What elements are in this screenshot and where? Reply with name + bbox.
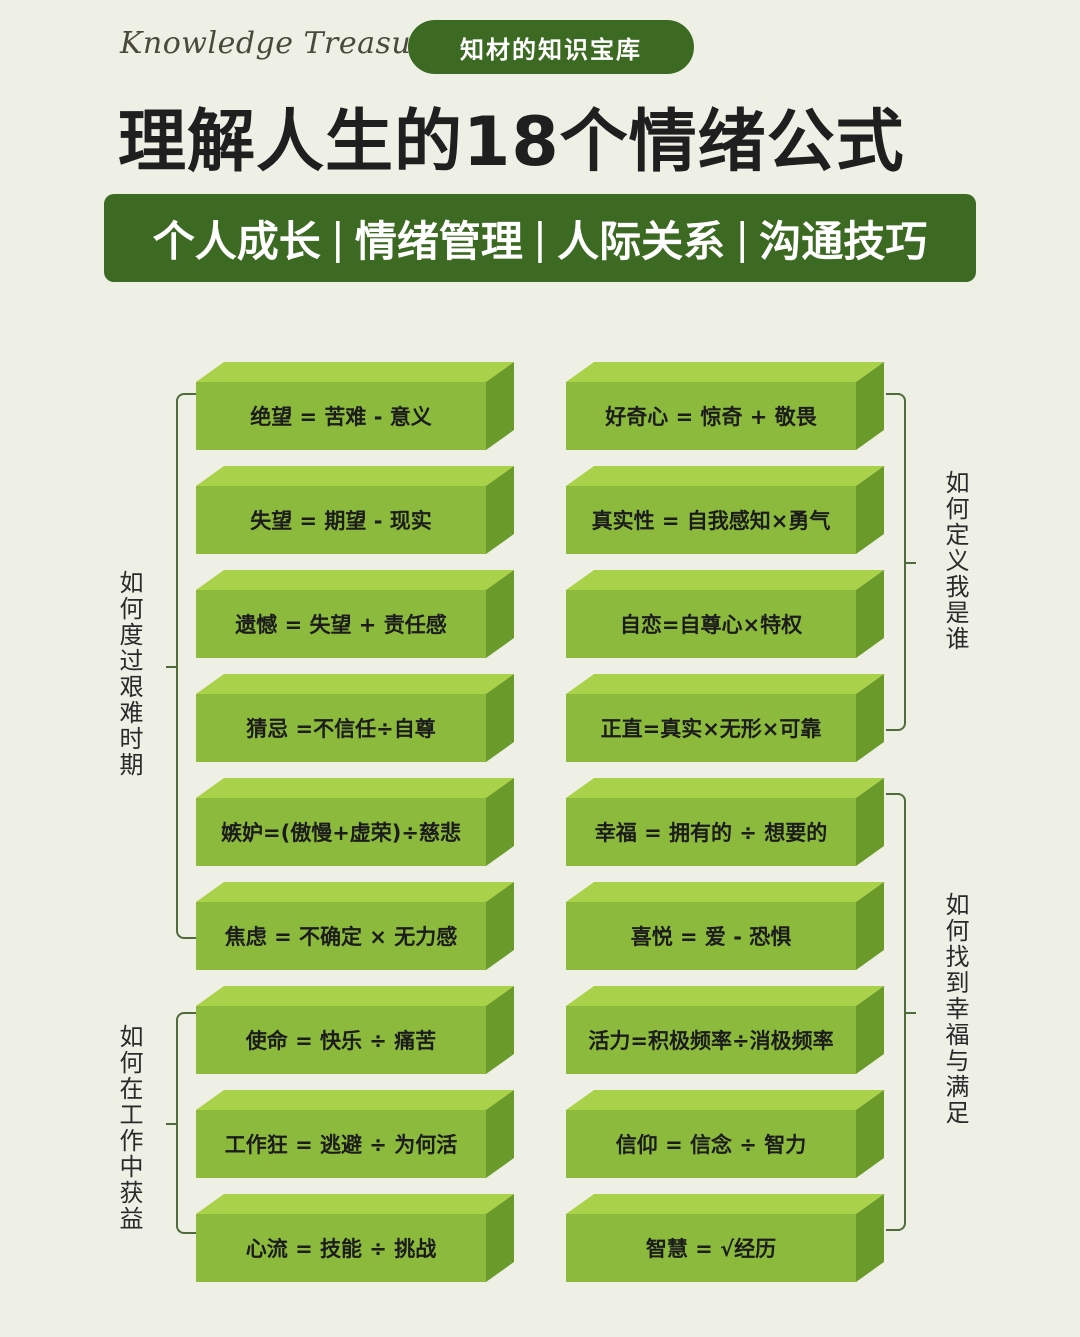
formula-block: 焦虑 = 不确定 × 无力感	[196, 882, 514, 970]
banner-separator: |	[532, 213, 548, 263]
banner-item-communication: 沟通技巧	[759, 216, 928, 266]
formula-text: 焦虑 = 不确定 × 无力感	[196, 902, 486, 970]
formula-text: 猜忌 =不信任÷自尊	[196, 694, 486, 762]
brand-pill: 知材的知识宝库	[408, 20, 694, 74]
group-label-who-am-i: 如何定义我是谁	[941, 470, 969, 652]
formula-block: 使命 = 快乐 ÷ 痛苦	[196, 986, 514, 1074]
group-label-work-gain: 如何在工作中获益	[115, 1024, 143, 1232]
formula-block: 失望 = 期望 - 现实	[196, 466, 514, 554]
formula-text: 喜悦 = 爱 - 恐惧	[566, 902, 856, 970]
formula-block: 真实性 = 自我感知×勇气	[566, 466, 884, 554]
formula-block: 活力=积极频率÷消极频率	[566, 986, 884, 1074]
formula-block: 心流 = 技能 ÷ 挑战	[196, 1194, 514, 1282]
formula-block: 工作狂 = 逃避 ÷ 为何活	[196, 1090, 514, 1178]
formula-block: 自恋=自尊心×特权	[566, 570, 884, 658]
formula-text: 嫉妒=(傲慢+虚荣)÷慈悲	[196, 798, 486, 866]
group-label-happiness: 如何找到幸福与满足	[941, 892, 969, 1126]
banner-item-emotion: 情绪管理	[354, 216, 523, 266]
banner-separator: |	[735, 213, 750, 263]
formula-text: 智慧 = √经历	[566, 1214, 856, 1282]
formula-block: 猜忌 =不信任÷自尊	[196, 674, 514, 762]
formula-text: 真实性 = 自我感知×勇气	[566, 486, 856, 554]
formula-block: 遗憾 = 失望 + 责任感	[196, 570, 514, 658]
formula-text: 活力=积极频率÷消极频率	[566, 1006, 856, 1074]
page-title: 理解人生的18个情绪公式	[118, 103, 905, 182]
banner-item-growth: 个人成长	[152, 216, 321, 266]
formula-block: 智慧 = √经历	[566, 1194, 884, 1282]
formula-text: 心流 = 技能 ÷ 挑战	[196, 1214, 486, 1282]
formula-block: 绝望 = 苦难 - 意义	[196, 362, 514, 450]
bracket-who-am-i	[886, 393, 916, 731]
formula-text: 遗憾 = 失望 + 责任感	[196, 590, 486, 658]
topic-banner: 个人成长 | 情绪管理 | 人际关系 | 沟通技巧	[104, 194, 976, 282]
formula-text: 自恋=自尊心×特权	[566, 590, 856, 658]
formula-text: 使命 = 快乐 ÷ 痛苦	[196, 1006, 486, 1074]
banner-item-relations: 人际关系	[557, 216, 726, 266]
formula-block: 嫉妒=(傲慢+虚荣)÷慈悲	[196, 778, 514, 866]
formula-text: 工作狂 = 逃避 ÷ 为何活	[196, 1110, 486, 1178]
formula-text: 正直=真实×无形×可靠	[566, 694, 856, 762]
bracket-happiness	[886, 793, 916, 1231]
formula-block: 正直=真实×无形×可靠	[566, 674, 884, 762]
formula-block: 喜悦 = 爱 - 恐惧	[566, 882, 884, 970]
formula-block: 好奇心 = 惊奇 + 敬畏	[566, 362, 884, 450]
formula-block: 幸福 = 拥有的 ÷ 想要的	[566, 778, 884, 866]
formula-text: 好奇心 = 惊奇 + 敬畏	[566, 382, 856, 450]
formula-text: 幸福 = 拥有的 ÷ 想要的	[566, 798, 856, 866]
banner-separator: |	[330, 213, 345, 263]
group-label-hard-times: 如何度过艰难时期	[115, 570, 143, 778]
formula-text: 信仰 = 信念 ÷ 智力	[566, 1110, 856, 1178]
bracket-work-gain	[166, 1012, 196, 1234]
formula-text: 失望 = 期望 - 现实	[196, 486, 486, 554]
brand-script-text: Knowledge Treasure	[120, 26, 445, 61]
formula-block: 信仰 = 信念 ÷ 智力	[566, 1090, 884, 1178]
formula-text: 绝望 = 苦难 - 意义	[196, 382, 486, 450]
bracket-hard-times	[166, 393, 196, 939]
